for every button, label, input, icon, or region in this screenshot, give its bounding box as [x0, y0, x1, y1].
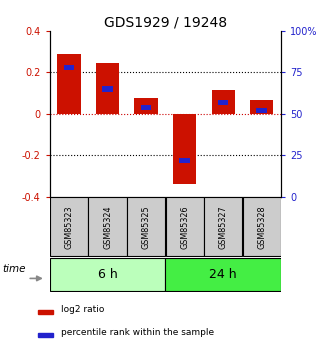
Bar: [250, 100, 273, 114]
Text: 6 h: 6 h: [98, 268, 117, 281]
Title: GDS1929 / 19248: GDS1929 / 19248: [104, 16, 227, 30]
Bar: [64, 65, 74, 70]
Text: GSM85327: GSM85327: [219, 205, 228, 249]
Bar: [179, 158, 190, 163]
Bar: [102, 87, 113, 92]
Bar: [256, 108, 267, 113]
Bar: [243, 197, 281, 256]
Bar: [134, 98, 158, 114]
Bar: [38, 333, 53, 337]
Text: log2 ratio: log2 ratio: [61, 305, 105, 314]
Bar: [50, 197, 88, 256]
Bar: [96, 63, 119, 114]
Bar: [204, 197, 242, 256]
Bar: [57, 54, 81, 114]
Text: GSM85328: GSM85328: [257, 205, 266, 249]
Text: GSM85323: GSM85323: [65, 205, 74, 249]
Text: 24 h: 24 h: [209, 268, 237, 281]
Text: GSM85325: GSM85325: [142, 205, 151, 249]
Text: percentile rank within the sample: percentile rank within the sample: [61, 328, 214, 337]
Bar: [173, 114, 196, 184]
Text: GSM85324: GSM85324: [103, 205, 112, 249]
Bar: [50, 258, 165, 291]
Bar: [218, 100, 229, 105]
Bar: [38, 309, 53, 314]
Bar: [89, 197, 126, 256]
Bar: [127, 197, 165, 256]
Bar: [165, 258, 281, 291]
Bar: [166, 197, 204, 256]
Bar: [212, 90, 235, 114]
Text: time: time: [3, 264, 26, 274]
Text: GSM85326: GSM85326: [180, 205, 189, 249]
Bar: [141, 105, 152, 110]
